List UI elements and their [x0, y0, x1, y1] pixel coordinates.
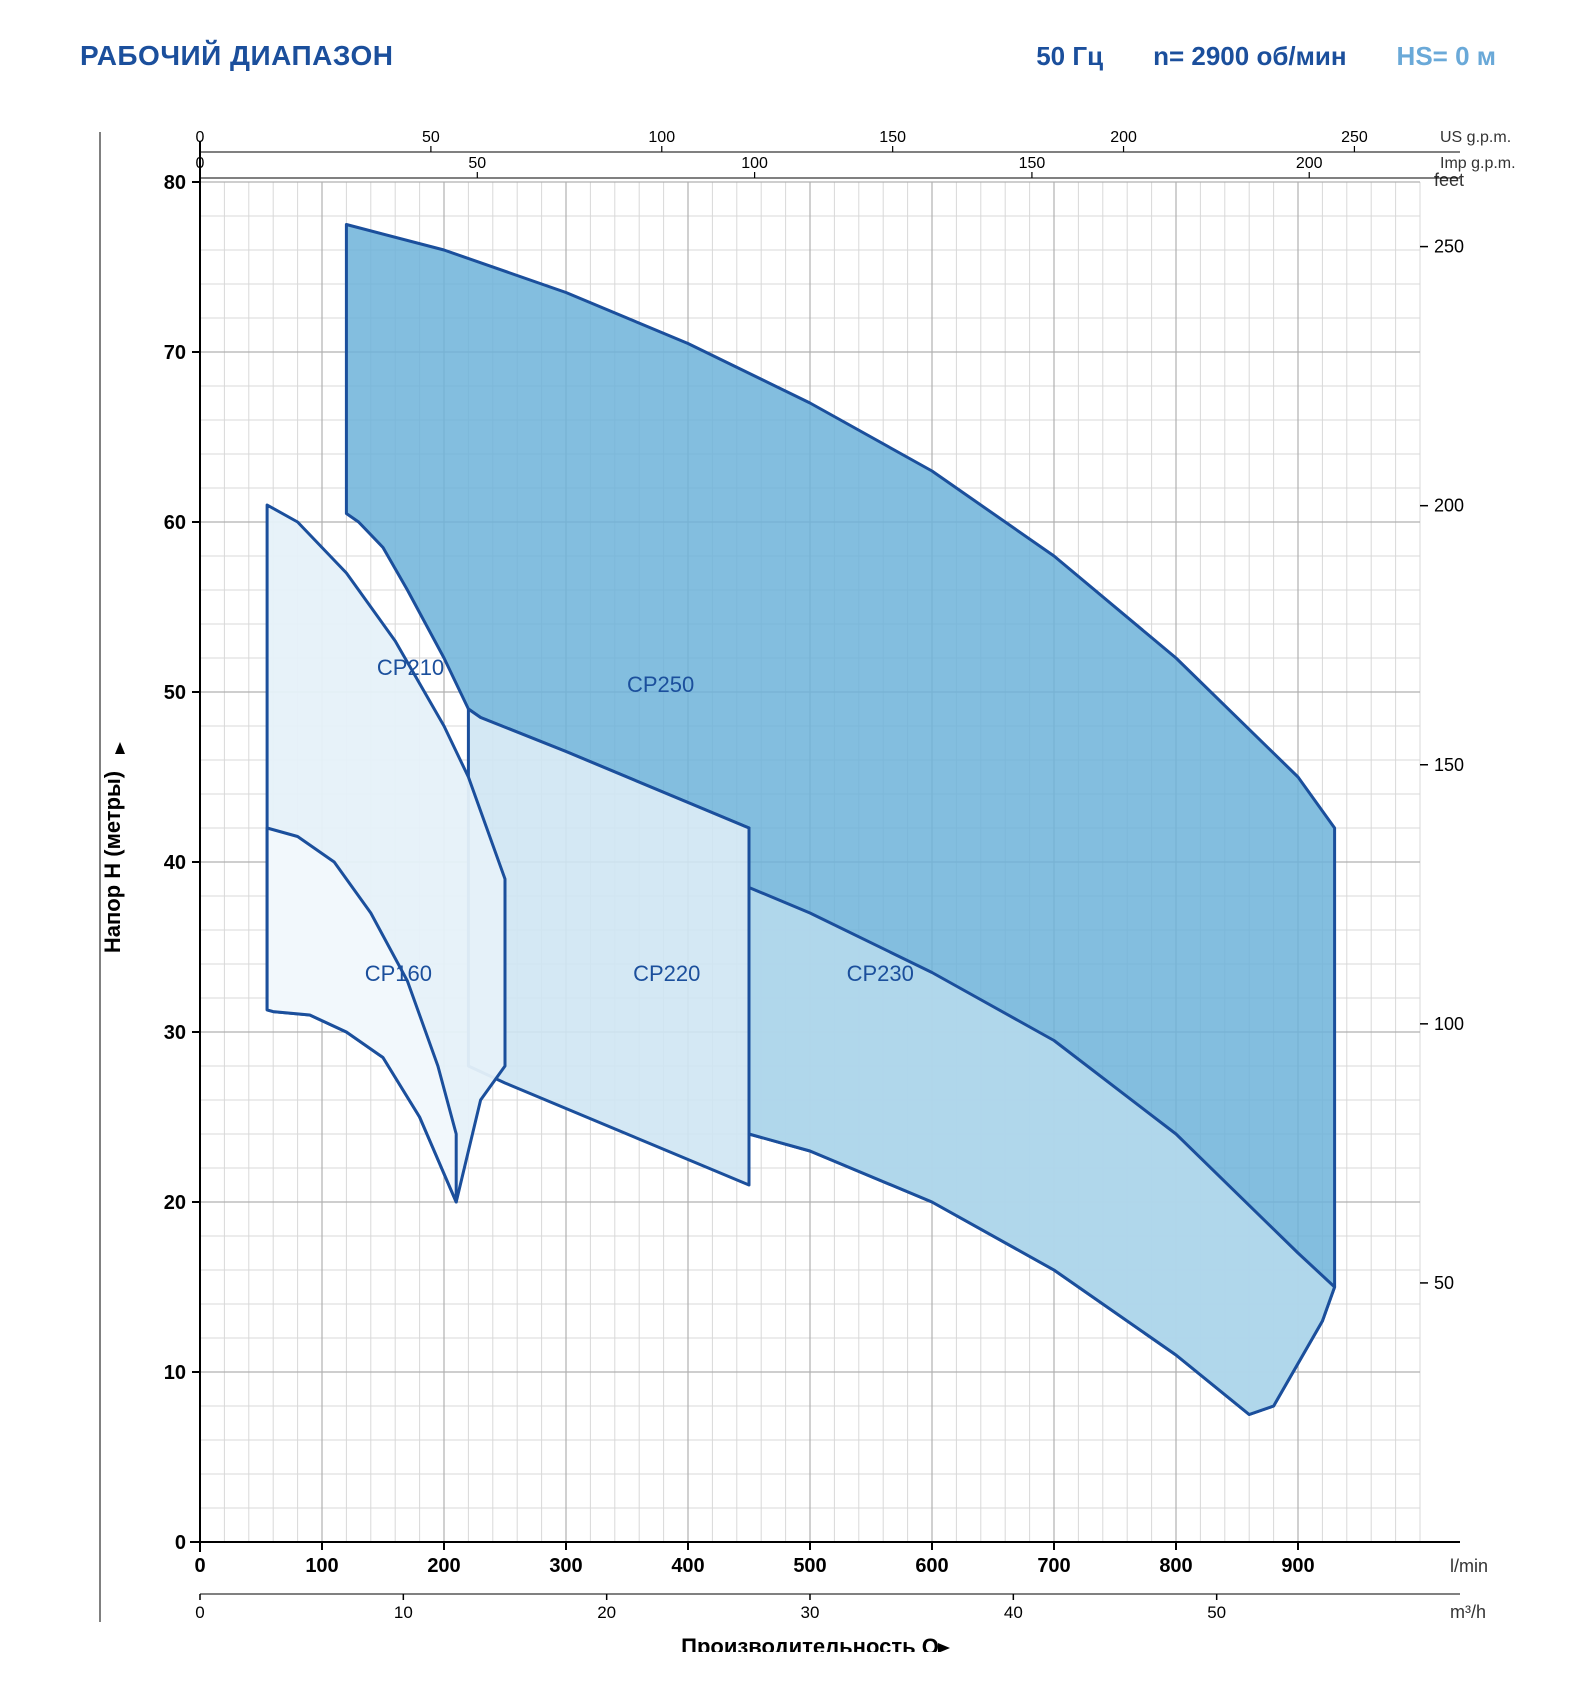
svg-text:100: 100 [741, 155, 768, 172]
svg-text:250: 250 [1341, 129, 1368, 146]
svg-text:500: 500 [793, 1555, 826, 1577]
svg-text:400: 400 [671, 1555, 704, 1577]
svg-text:10: 10 [394, 1603, 413, 1622]
svg-text:600: 600 [915, 1555, 948, 1577]
page-title: РАБОЧИЙ ДИАПАЗОН [80, 40, 393, 72]
svg-text:50: 50 [468, 155, 486, 172]
svg-text:US g.p.m.: US g.p.m. [1440, 129, 1511, 146]
svg-text:0: 0 [175, 1532, 186, 1554]
svg-text:20: 20 [164, 1192, 186, 1214]
header-hs: HS= 0 м [1397, 41, 1496, 72]
svg-text:50: 50 [422, 129, 440, 146]
svg-text:40: 40 [1004, 1603, 1023, 1622]
svg-text:60: 60 [164, 512, 186, 534]
svg-text:100: 100 [1434, 1014, 1464, 1034]
svg-text:0: 0 [195, 1603, 204, 1622]
region-label: CP210 [377, 655, 444, 680]
svg-text:Напор H (метры): Напор H (метры) [100, 771, 125, 953]
region-label: CP220 [633, 961, 700, 986]
svg-text:700: 700 [1037, 1555, 1070, 1577]
svg-text:800: 800 [1159, 1555, 1192, 1577]
header-rpm: n= 2900 об/мин [1153, 41, 1346, 72]
svg-text:0: 0 [196, 155, 205, 172]
svg-text:Производительность Q: Производительность Q [681, 1634, 939, 1652]
svg-text:150: 150 [1434, 755, 1464, 775]
svg-text:200: 200 [1110, 129, 1137, 146]
region-label: CP160 [365, 961, 432, 986]
svg-text:0: 0 [196, 129, 205, 146]
svg-text:100: 100 [305, 1555, 338, 1577]
svg-text:l/min: l/min [1450, 1556, 1488, 1576]
svg-text:Imp g.p.m.: Imp g.p.m. [1440, 155, 1516, 172]
svg-text:40: 40 [164, 852, 186, 874]
svg-text:900: 900 [1281, 1555, 1314, 1577]
region-label: CP230 [847, 961, 914, 986]
svg-text:250: 250 [1434, 237, 1464, 257]
svg-text:300: 300 [549, 1555, 582, 1577]
svg-text:150: 150 [879, 129, 906, 146]
svg-text:10: 10 [164, 1362, 186, 1384]
svg-text:50: 50 [1434, 1273, 1454, 1293]
svg-text:0: 0 [194, 1555, 205, 1577]
svg-text:200: 200 [427, 1555, 460, 1577]
header-freq: 50 Гц [1036, 41, 1103, 72]
svg-text:100: 100 [648, 129, 675, 146]
svg-text:50: 50 [1207, 1603, 1226, 1622]
svg-text:feet: feet [1434, 170, 1464, 190]
svg-text:50: 50 [164, 682, 186, 704]
svg-text:200: 200 [1434, 496, 1464, 516]
svg-text:20: 20 [597, 1603, 616, 1622]
svg-text:30: 30 [164, 1022, 186, 1044]
region-label: CP250 [627, 672, 694, 697]
svg-text:200: 200 [1296, 155, 1323, 172]
svg-text:70: 70 [164, 342, 186, 364]
svg-text:30: 30 [801, 1603, 820, 1622]
svg-text:m³/h: m³/h [1450, 1602, 1486, 1622]
pump-range-chart: CP250 CP230 CP220 CP210 CP160 0 10 20 30 40 50 60 70… [60, 92, 1516, 1652]
svg-text:80: 80 [164, 172, 186, 194]
svg-text:150: 150 [1019, 155, 1046, 172]
